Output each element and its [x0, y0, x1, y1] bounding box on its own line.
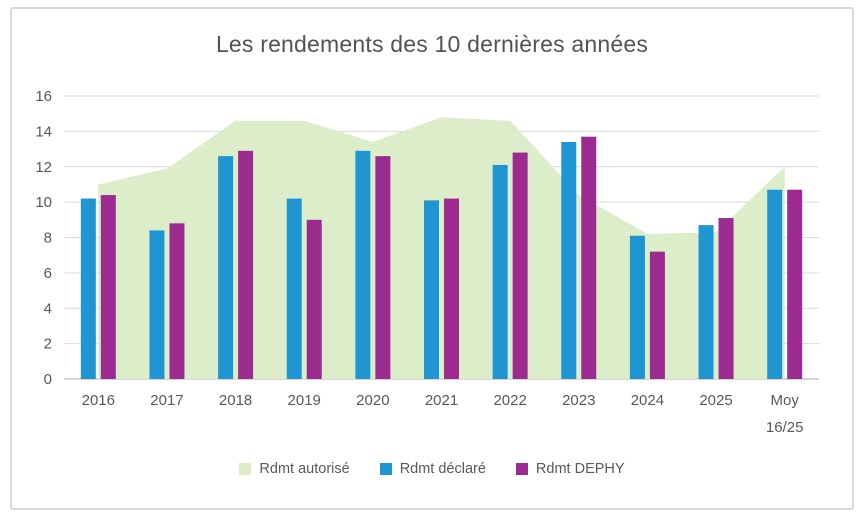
bar-rdmt-dephy-2018	[238, 150, 254, 379]
x-tick-label-2020: 2020	[356, 392, 389, 409]
x-tick-label-2024: 2024	[631, 392, 664, 409]
legend-item-rdmt-declare: Rdmt déclaré	[379, 461, 486, 477]
legend-item-rdmt-dephy: Rdmt DEPHY	[515, 461, 625, 477]
y-tick-label-2: 2	[44, 336, 52, 353]
bar-rdmt-declare-2024	[629, 235, 645, 379]
x-tick-label-2021: 2021	[425, 392, 458, 409]
bar-rdmt-declare-moy-16-25	[767, 189, 783, 379]
bar-rdmt-dephy-2016	[100, 195, 116, 379]
x-tick-label-2019: 2019	[288, 392, 321, 409]
bar-rdmt-dephy-2025	[718, 218, 734, 379]
y-tick-label-14: 14	[35, 123, 52, 140]
bar-rdmt-declare-2020	[355, 150, 371, 379]
bar-rdmt-dephy-2024	[649, 251, 665, 379]
x-tick-label-moy-16-25: Moy 16/25	[766, 392, 804, 436]
y-tick-label-8: 8	[44, 230, 52, 247]
x-tick-label-2023: 2023	[562, 392, 595, 409]
bar-rdmt-dephy-2022	[512, 152, 528, 379]
legend-swatch-bar-icon	[515, 463, 528, 475]
legend-swatch-area-icon	[239, 463, 252, 475]
bar-rdmt-dephy-2019	[306, 219, 322, 379]
area-rdmt-autorise	[98, 117, 785, 379]
bar-rdmt-dephy-moy-16-25	[787, 189, 803, 379]
y-tick-label-6: 6	[44, 265, 52, 282]
x-tick-label-2025: 2025	[699, 392, 732, 409]
bar-rdmt-dephy-2020	[375, 156, 391, 379]
chart-card: Les rendements des 10 dernières années 0…	[10, 7, 854, 510]
x-tick-label-2018: 2018	[219, 392, 252, 409]
legend-label: Rdmt DEPHY	[535, 461, 625, 477]
chart-title: Les rendements des 10 dernières années	[215, 31, 649, 57]
x-tick-label-2017: 2017	[150, 392, 183, 409]
bar-rdmt-declare-2017	[149, 230, 165, 379]
y-tick-label-10: 10	[35, 194, 52, 211]
bar-rdmt-declare-2023	[561, 141, 577, 379]
x-tick-label-2022: 2022	[493, 392, 526, 409]
bar-rdmt-dephy-2017	[169, 223, 185, 379]
plot-area: 0 2 4 6 8 10 12 14 16 2016 2017 2018 2019 2020 2021 202…	[35, 88, 819, 436]
y-tick-label-12: 12	[35, 159, 52, 176]
bar-rdmt-declare-2025	[698, 225, 714, 379]
bar-rdmt-declare-2018	[218, 156, 234, 379]
legend-label: Rdmt autorisé	[259, 461, 350, 477]
legend-swatch-bar-icon	[379, 463, 392, 475]
chart-legend: Rdmt autorisé Rdmt déclaré Rdmt DEPHY	[12, 461, 852, 477]
bar-rdmt-declare-2021	[424, 200, 439, 379]
bar-rdmt-declare-2022	[492, 164, 508, 379]
y-tick-label-0: 0	[44, 371, 52, 388]
y-tick-label-4: 4	[44, 300, 52, 317]
x-tick-label-2016: 2016	[82, 392, 115, 409]
y-tick-label-16: 16	[35, 88, 52, 105]
legend-label: Rdmt déclaré	[399, 461, 486, 477]
bar-rdmt-dephy-2021	[444, 198, 459, 379]
bar-rdmt-declare-2016	[80, 198, 96, 379]
bar-rdmt-dephy-2023	[581, 136, 597, 379]
bar-rdmt-declare-2019	[286, 198, 302, 379]
legend-item-rdmt-autorise: Rdmt autorisé	[239, 461, 350, 477]
